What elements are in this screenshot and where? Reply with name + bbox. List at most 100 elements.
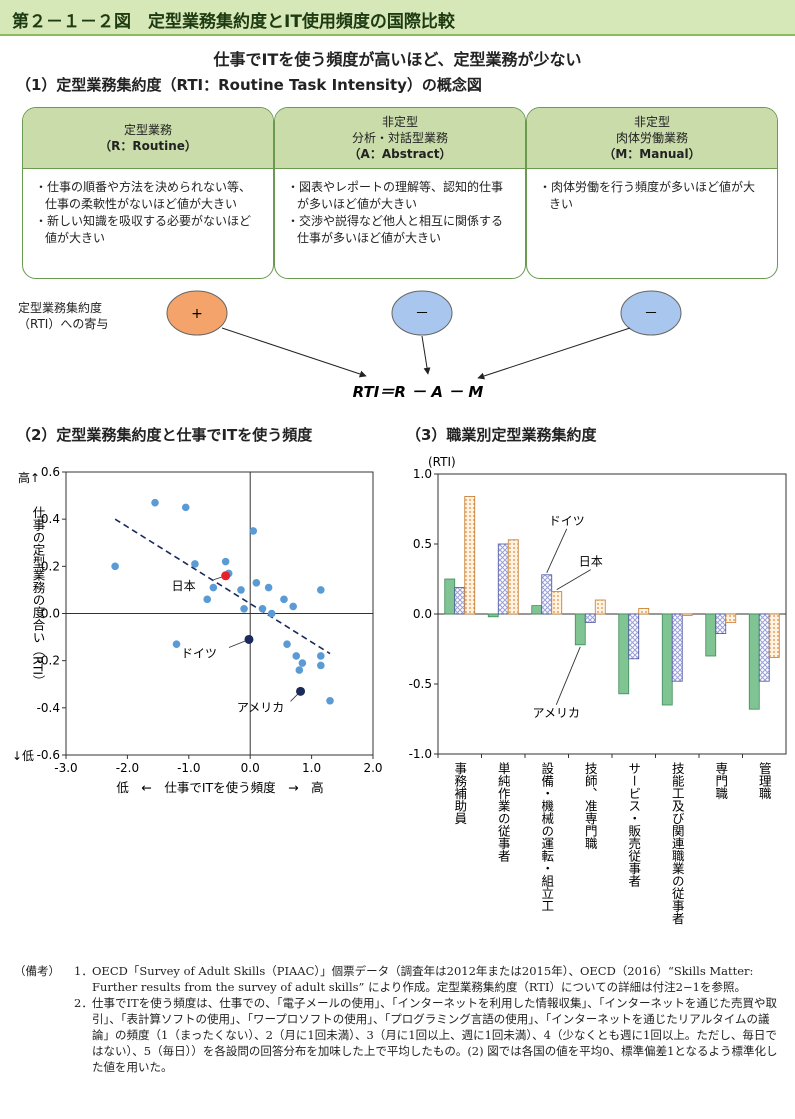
bar-7-2 (768, 613, 780, 658)
sign-circle-minus-m (620, 290, 682, 336)
notes-prefix: （備考） (14, 964, 60, 978)
scatter-point-13 (258, 604, 267, 613)
card-routine-head-line1: 定型業務 (123, 123, 172, 137)
scatter-x-tick-label-0: -3.0 (54, 761, 77, 775)
scatter-y-tick-label-0: -0.6 (37, 748, 60, 762)
bar-4-1 (628, 613, 640, 660)
card-abstract-head-line3: （A：Abstract） (348, 147, 452, 161)
scatter-point-3 (191, 560, 199, 568)
scatter-point-12 (252, 579, 261, 587)
scatter-point-2 (181, 503, 190, 512)
sign-minus-a: － (415, 306, 429, 322)
scatter-point-6 (221, 557, 230, 566)
card-abstract-body: ・図表やレポートの理解等、認知的仕事が多いほど値が大きい ・交渉や説得など他人と… (275, 169, 525, 247)
card-manual: 非定型 肉体労働業務 （M：Manual） ・肉体労働を行う頻度が多いほど値が大… (526, 107, 778, 279)
rti-formula: RTI＝R － A － M (353, 383, 484, 401)
bar-callout-leader-0 (546, 528, 568, 573)
figure-title: 第２－１－２図 定型業務集約度とIT使用頻度の国際比較 (12, 12, 455, 32)
note-2-text: 仕事でITを使う頻度は、仕事での、「電子メールの使用」、「インターネットを利用し… (92, 996, 778, 1074)
card-manual-head-line1: 非定型 (633, 115, 670, 129)
bar-callout-label-1: 日本 (579, 555, 603, 569)
bar-y-tick-label-1: 0.5 (413, 537, 432, 551)
arrow-a (421, 335, 431, 375)
bar-1-1 (497, 543, 509, 615)
scatter-point-18 (289, 602, 297, 611)
scatter-highlight-label-1: ドイツ (181, 646, 217, 660)
bar-0-0 (444, 578, 456, 615)
bar-category-label-0: 事務補助員 (452, 762, 467, 825)
card-abstract-bullet-2: ・交渉や説得など他人と相互に関係する仕事が多いほど値が大きい (287, 214, 504, 245)
note-2-num: 2． (74, 996, 93, 1010)
bar-2-1 (541, 574, 553, 615)
scatter-y-tick-label-5: 0.4 (41, 512, 60, 526)
scatter-point-21 (295, 666, 304, 674)
arrow-m (477, 327, 631, 380)
scatter-trendline (114, 518, 331, 655)
section1-title: （1）定型業務集約度（RTI：Routine Task Intensity）の概… (16, 76, 482, 94)
bar-6-1 (715, 613, 727, 635)
bar-y-tick-label-2: 0.0 (413, 607, 432, 621)
scatter-highlight-point-2 (296, 686, 306, 696)
scatter-point-23 (317, 652, 325, 660)
bar-2-2 (551, 591, 563, 615)
card-routine-bullet-1: ・仕事の順番や方法を決められない等、仕事の柔軟性がないほど値が大きい (35, 180, 252, 211)
bar-1-0 (487, 613, 499, 618)
section3-title: （3）職業別定型業務集約度 (406, 426, 597, 444)
rti-contribution-label: 定型業務集約度 （RTI）への寄与 (18, 301, 109, 331)
scatter-point-17 (283, 640, 291, 648)
bar-y-tick-label-4: -1.0 (409, 747, 432, 761)
scatter-x-tick-label-5: 2.0 (363, 761, 382, 775)
bar-0-2 (464, 496, 476, 615)
card-routine-body: ・仕事の順番や方法を決められない等、仕事の柔軟性がないほど値が大きい ・新しい知… (23, 169, 273, 247)
scatter-point-4 (203, 595, 212, 604)
bar-category-label-6: 専門職 (713, 762, 728, 800)
bar-4-0 (618, 613, 630, 695)
bar-7-1 (758, 613, 770, 682)
bar-6-0 (705, 613, 717, 657)
scatter-point-16 (280, 595, 288, 604)
bar-callout-label-0: ドイツ (549, 514, 585, 528)
bar-4-2 (638, 607, 650, 615)
scatter-y-tick-label-4: 0.2 (41, 559, 60, 573)
card-manual-body: ・肉体労働を行う頻度が多いほど値が大きい (527, 169, 777, 213)
bar-category-label-7: 管理職 (757, 761, 772, 800)
scatter-point-22 (317, 586, 325, 594)
scatter-point-5 (209, 583, 218, 592)
figure-subtitle: 仕事でITを使う頻度が高いほど、定型業務が少ない (213, 50, 582, 69)
bar-category-label-3: 技師、准専門職 (583, 762, 598, 850)
bar-chart: (RTI) 1.0 0.5 0.0 -0.5 -1.0 事務補助員 単純作業の従事者 設備・機… (409, 455, 787, 925)
card-routine: 定型業務 （R：Routine） ・仕事の順番や方法を決められない等、仕事の柔軟… (22, 107, 274, 279)
card-abstract-head: 非定型 分析・対話型業務 （A：Abstract） (275, 108, 525, 169)
bar-callout-leader-2 (555, 646, 581, 705)
scatter-point-24 (317, 661, 325, 670)
note-2: 2． 仕事でITを使う頻度は、仕事での、「電子メールの使用」、「インターネットを… (14, 995, 784, 1075)
sign-circle-plus (166, 290, 228, 336)
scatter-x-tick-label-1: -2.0 (116, 761, 139, 775)
bar-5-0 (661, 613, 673, 706)
card-abstract-head-line2: 分析・対話型業務 (351, 131, 448, 145)
bar-3-1 (584, 613, 596, 623)
scatter-chart: 高↑ ↓低 仕事の定型業務の度合い（RTI） 低 ← 仕事でITを使う頻度 → … (12, 465, 383, 795)
scatter-point-20 (298, 659, 307, 667)
scatter-point-9 (237, 586, 245, 594)
note-1-text: OECD「Survey of Adult Skills（PIAAC）」個票データ… (92, 964, 754, 994)
bar-callout-label-2: アメリカ (533, 706, 580, 720)
scatter-point-10 (240, 604, 248, 613)
card-manual-head: 非定型 肉体労働業務 （M：Manual） (527, 108, 777, 169)
scatter-highlight-label-0: 日本 (172, 579, 196, 593)
scatter-ylabel: 仕事の定型業務の度合い（RTI） (31, 506, 46, 688)
card-abstract-head-line1: 非定型 (381, 115, 418, 129)
scatter-point-11 (249, 527, 258, 535)
bar-2-0 (531, 605, 543, 615)
scatter-y-tick-label-6: 0.6 (41, 465, 60, 479)
bar-5-1 (671, 613, 683, 682)
scatter-highlight-label-2: アメリカ (237, 700, 284, 714)
sign-minus-m: － (644, 306, 658, 322)
scatter-point-14 (264, 583, 273, 592)
scatter-point-19 (292, 652, 301, 660)
scatter-x-tick-label-3: 0.0 (241, 761, 260, 775)
concept-diagram: + － － RTI＝R － A － M (166, 290, 682, 401)
bar-y-tick-label-0: 1.0 (413, 467, 432, 481)
scatter-point-0 (111, 562, 119, 571)
bar-ylabel: (RTI) (428, 455, 456, 469)
